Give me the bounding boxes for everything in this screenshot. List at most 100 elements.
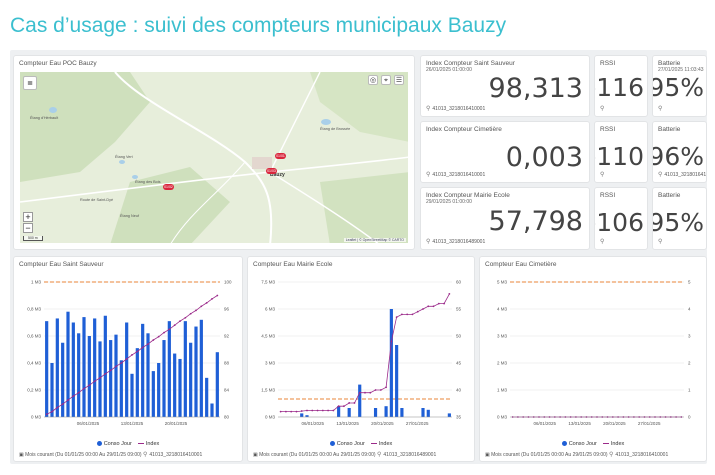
- bar: [50, 363, 54, 417]
- counter-title: Index Compteur Mairie Ecole: [426, 192, 510, 199]
- y-right-tick: 4: [688, 307, 691, 312]
- index-point: [200, 305, 203, 308]
- bar: [114, 334, 118, 417]
- bar: [215, 352, 219, 417]
- bar: [400, 408, 404, 417]
- battery-panel: Batterie 96% ⚲41013_3218016410001: [652, 121, 707, 183]
- zoom-in-button[interactable]: +: [23, 212, 33, 222]
- bar: [61, 342, 65, 417]
- y-left-tick: 2 M3: [497, 361, 508, 366]
- index-point: [195, 309, 197, 312]
- counter-value: 0,003: [505, 142, 583, 173]
- index-point: [401, 313, 403, 316]
- index-point: [390, 340, 393, 343]
- location-pin-icon: ⚲: [143, 452, 148, 458]
- bar: [141, 323, 145, 417]
- bar: [305, 415, 309, 417]
- x-tick: 13/01/2025: [568, 421, 591, 426]
- location-pin-icon: ⚲: [658, 172, 663, 178]
- location-pin-icon: ⚲: [377, 452, 382, 458]
- y-left-tick: 0,2 M3: [27, 388, 41, 393]
- y-left-tick: 0,6 M3: [27, 334, 41, 339]
- map-marker[interactable]: 01/03: [266, 168, 277, 174]
- index-point: [395, 316, 398, 318]
- y-right-tick: 45: [456, 361, 462, 366]
- legend-bar-swatch: [329, 441, 335, 447]
- index-point: [99, 376, 101, 379]
- bar: [421, 408, 425, 417]
- x-tick: 20/01/2025: [603, 421, 626, 426]
- map-attribution[interactable]: Leaflet | © OpenStreetMap © CARTO: [343, 238, 406, 242]
- index-point: [51, 410, 53, 413]
- y-right-tick: 80: [224, 415, 230, 420]
- bar: [347, 408, 351, 417]
- bar: [146, 333, 150, 417]
- chart-legend[interactable]: Conso Jour Index: [14, 441, 242, 447]
- menu-icon[interactable]: ☰: [394, 75, 404, 85]
- dashboard-area: Compteur Eau POC Bauzy: [10, 50, 707, 464]
- index-point: [374, 389, 377, 391]
- index-point: [179, 320, 181, 323]
- index-point: [104, 372, 107, 375]
- x-tick: 13/01/2025: [121, 421, 144, 426]
- index-point: [211, 297, 213, 300]
- chart-title: Compteur Eau Cimetière: [485, 261, 557, 268]
- bar: [178, 358, 182, 417]
- index-point: [88, 384, 91, 387]
- device-id: ⚲41013_3218016410001: [658, 172, 707, 178]
- location-pin-icon: ⚲: [658, 106, 663, 112]
- zoom-out-button[interactable]: −: [23, 223, 33, 233]
- y-left-tick: 3 M3: [497, 334, 508, 339]
- index-point: [83, 387, 85, 390]
- index-point: [406, 313, 409, 316]
- y-right-tick: 40: [456, 388, 462, 393]
- index-point: [337, 405, 340, 408]
- index-point: [120, 362, 123, 364]
- page-title: Cas d’usage : suivi des compteurs munici…: [10, 14, 507, 37]
- bar: [358, 384, 362, 417]
- legend-bar-swatch: [96, 441, 102, 447]
- chart-legend[interactable]: Conso Jour Index: [248, 441, 474, 447]
- y-right-tick: 100: [224, 280, 232, 285]
- crosshair-icon[interactable]: ⌖: [381, 75, 391, 85]
- bar: [77, 333, 81, 417]
- location-pin-icon: ⚲: [426, 172, 431, 178]
- index-point: [358, 391, 361, 394]
- index-point: [306, 409, 308, 412]
- chart-panel-cimetiere: 0 M3 1 M3 2 M3 3 M3 4 M3 5 M3 0 1 2 3 4 5 06/01/2025…: [479, 256, 707, 462]
- y-left-tick: 0 M3: [265, 415, 276, 420]
- bar: [71, 322, 75, 417]
- counter-panel-cimetiere: Index Compteur Cimetière 0,003 ⚲ 41013_32…: [420, 121, 590, 183]
- legend-line-swatch: [370, 443, 377, 445]
- index-point: [316, 409, 319, 412]
- bar: [151, 371, 155, 417]
- calendar-icon: ▣: [253, 452, 260, 458]
- locate-icon[interactable]: ◎: [368, 75, 378, 85]
- map-marker[interactable]: 01/02: [163, 184, 174, 190]
- index-point: [109, 369, 112, 372]
- chart-title: Compteur Eau Saint Sauveur: [19, 261, 104, 268]
- rssi-panel: RSSI -116 ⚲: [594, 55, 648, 117]
- map-label: Route de Saint-Dyé: [80, 198, 114, 202]
- index-point: [136, 350, 139, 353]
- layers-icon[interactable]: ≣: [23, 76, 37, 90]
- bar: [384, 406, 388, 417]
- counter-value: 98,313: [488, 73, 583, 104]
- index-point: [45, 413, 48, 416]
- location-pin-icon: ⚲: [658, 239, 663, 245]
- location-pin-icon: ⚲: [600, 172, 605, 178]
- map-view[interactable]: ≣ ◎ ⌖ ☰ + − Étang d'Hérbault Étang Vert …: [20, 72, 408, 243]
- counter-panel-mairie-ecole: Index Compteur Mairie Ecole 29/01/2025 0…: [420, 187, 590, 250]
- chart-footer: ▣ Mois courant (Du 01/01/25 00:00 Au 29/…: [253, 452, 437, 458]
- y-right-tick: 96: [224, 307, 230, 312]
- map-label: Étang des Bois: [135, 180, 161, 184]
- y-left-tick: 0,4 M3: [27, 361, 41, 366]
- counter-value: 57,798: [488, 206, 583, 237]
- x-tick: 27/01/2025: [638, 421, 661, 426]
- battery-date: 27/01/2025 11:03:43: [658, 67, 704, 73]
- chart-legend[interactable]: Conso Jour Index: [480, 441, 706, 447]
- battery-value: 95%: [652, 73, 704, 102]
- bar: [210, 403, 214, 417]
- rssi-panel: RSSI -110 ⚲: [594, 121, 648, 183]
- map-marker[interactable]: 01/01: [275, 153, 286, 159]
